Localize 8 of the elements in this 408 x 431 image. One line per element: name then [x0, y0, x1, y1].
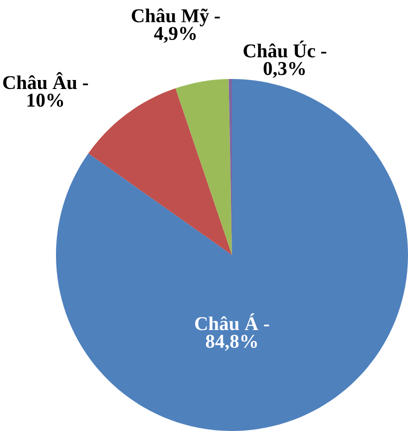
data-label: 0,3% [264, 62, 305, 78]
slice-label: Châu Âu - [3, 72, 88, 90]
slice-label: Châu Úc - [244, 40, 326, 58]
data-label: 10% [28, 94, 64, 107]
data-label: 84,8% [206, 334, 257, 351]
slice-label: Châu Mỹ - [132, 8, 220, 26]
data-label: 4,9% [154, 26, 196, 43]
slice-label: Châu Á - [195, 313, 270, 330]
